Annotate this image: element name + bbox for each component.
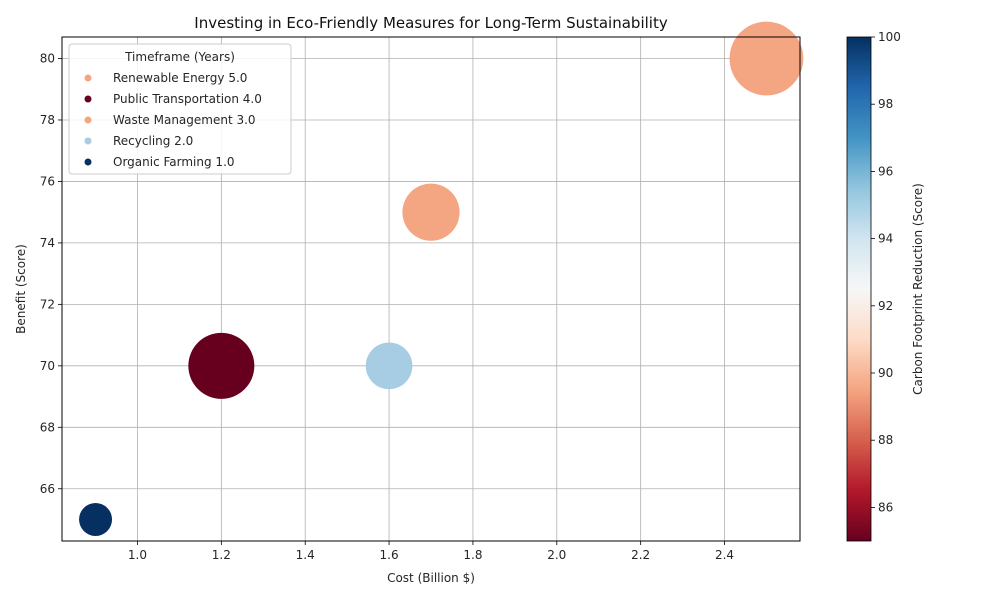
legend-entry-label: Renewable Energy 5.0 <box>113 71 247 85</box>
bubble-recycling <box>365 342 413 390</box>
data-points <box>79 21 804 536</box>
y-tick-label: 70 <box>40 359 55 373</box>
colorbar-tick-label: 94 <box>878 232 893 246</box>
colorbar-tick-label: 98 <box>878 97 893 111</box>
x-axis-ticks: 1.0 1.2 1.4 1.6 1.8 2.0 2.2 2.4 <box>128 541 734 562</box>
colorbar-label: Carbon Footprint Reduction (Score) <box>911 183 925 395</box>
chart-title: Investing in Eco-Friendly Measures for L… <box>194 14 668 32</box>
y-tick-label: 80 <box>40 52 55 66</box>
colorbar: 86 88 90 92 94 96 98 100 Carbon Footprint Reduc… <box>846 30 925 542</box>
y-tick-label: 78 <box>40 113 55 127</box>
x-tick-label: 1.0 <box>128 548 147 562</box>
y-tick-label: 76 <box>40 174 55 188</box>
grid <box>62 37 800 541</box>
x-tick-label: 1.8 <box>463 548 482 562</box>
x-tick-label: 2.0 <box>547 548 566 562</box>
legend-marker <box>84 95 92 103</box>
colorbar-tick-label: 100 <box>878 30 901 44</box>
bubble-organic-farming <box>79 502 113 536</box>
legend-marker <box>84 116 92 124</box>
bubble-public-transportation <box>188 332 255 399</box>
legend-entries: Renewable Energy 5.0 Public Transportatio… <box>84 71 262 169</box>
legend-entry-label: Organic Farming 1.0 <box>113 155 235 169</box>
y-tick-label: 74 <box>40 236 55 250</box>
colorbar-ticks: 86 88 90 92 94 96 98 100 <box>871 30 901 514</box>
y-axis-label: Benefit (Score) <box>14 244 28 334</box>
legend: Timeframe (Years) Renewable Energy 5.0 Pu… <box>68 43 292 175</box>
colorbar-tick-label: 96 <box>878 164 893 178</box>
colorbar-tick-label: 92 <box>878 299 893 313</box>
x-tick-label: 2.4 <box>715 548 734 562</box>
legend-box <box>68 43 292 175</box>
x-tick-label: 1.6 <box>380 548 399 562</box>
legend-entry-label: Recycling 2.0 <box>113 134 193 148</box>
legend-marker <box>84 74 92 82</box>
x-tick-label: 1.4 <box>296 548 315 562</box>
y-axis-ticks: 66 68 70 72 74 76 78 80 <box>40 52 62 496</box>
legend-entry-label: Public Transportation 4.0 <box>113 92 262 106</box>
plot-frame <box>61 36 801 542</box>
colorbar-gradient <box>846 36 872 542</box>
bubble-renewable-energy <box>729 21 804 96</box>
legend-entry-label: Waste Management 3.0 <box>113 113 256 127</box>
x-tick-label: 2.2 <box>631 548 650 562</box>
legend-marker <box>84 137 92 145</box>
colorbar-tick-label: 90 <box>878 366 893 380</box>
colorbar-tick-label: 88 <box>878 433 893 447</box>
colorbar-tick-label: 86 <box>878 500 893 514</box>
x-tick-label: 1.2 <box>212 548 231 562</box>
y-tick-label: 72 <box>40 297 55 311</box>
x-axis-label: Cost (Billion $) <box>387 571 475 585</box>
legend-title: Timeframe (Years) <box>124 50 235 64</box>
y-tick-label: 68 <box>40 420 55 434</box>
legend-marker <box>84 158 92 166</box>
bubble-waste-management <box>402 183 460 241</box>
y-tick-label: 66 <box>40 482 55 496</box>
